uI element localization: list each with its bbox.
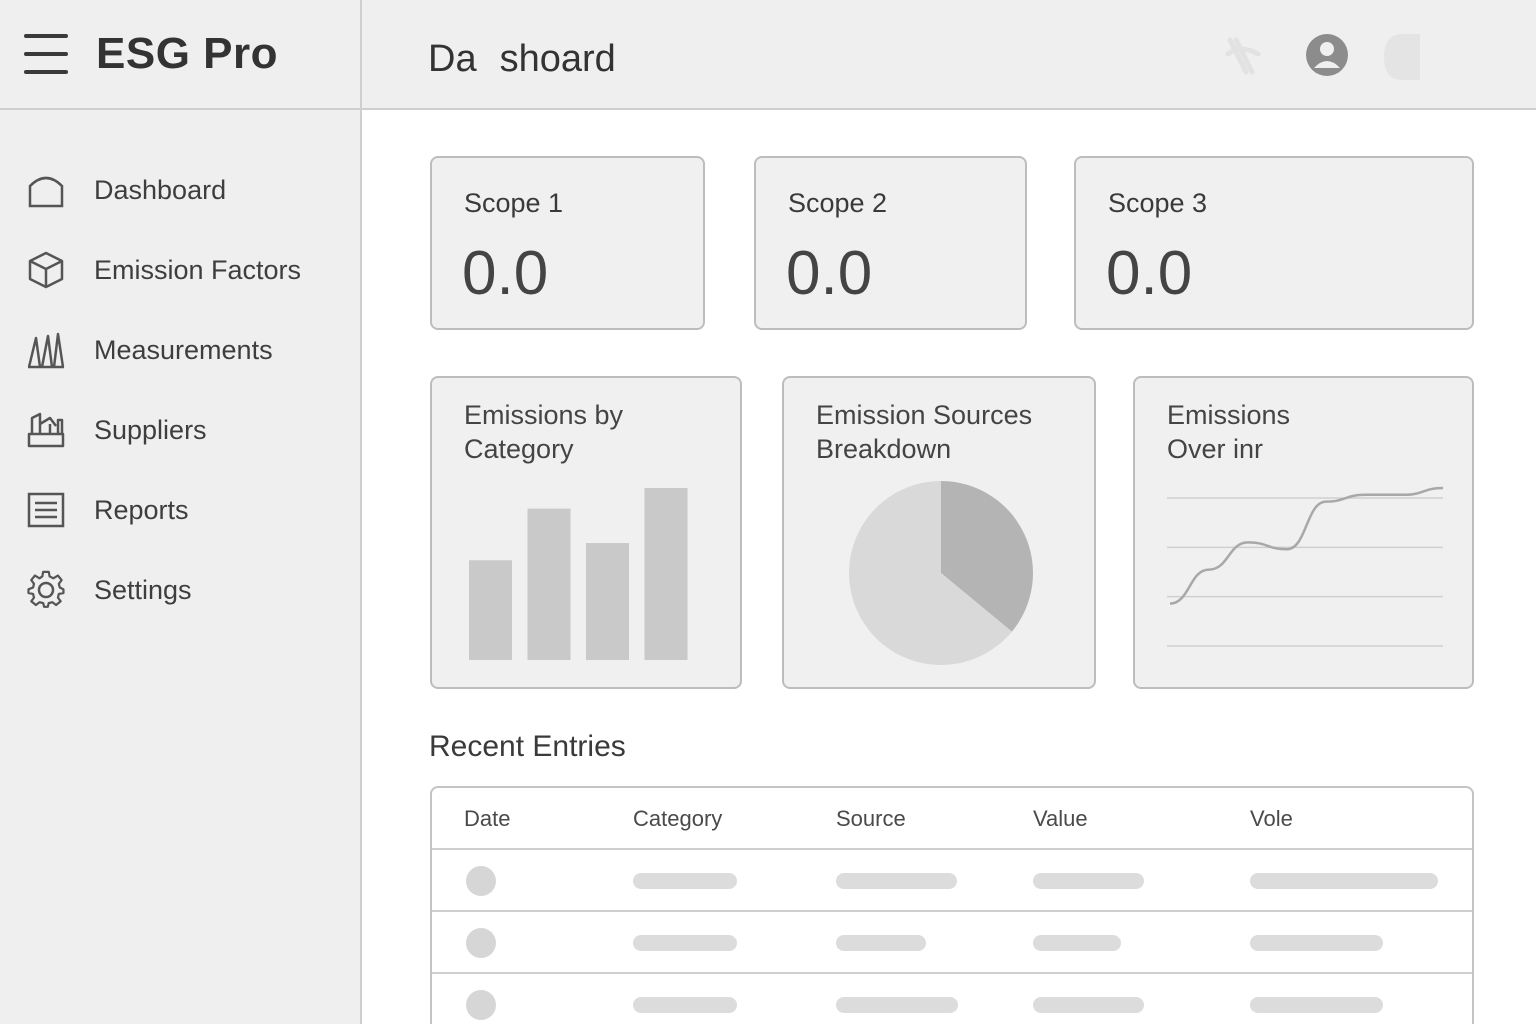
main-content: Scope 1 0.0 Scope 2 0.0 Scope 3 0.0 Emis…	[362, 110, 1536, 1024]
column-header-source[interactable]: Source	[836, 806, 906, 831]
bar-chart	[469, 488, 688, 660]
sidebar-item-label: Dashboard	[94, 174, 227, 205]
sidebar: ESG Pro Dashboard Emission Factors Measu…	[0, 0, 362, 1024]
factory-icon	[26, 410, 66, 450]
table-row[interactable]	[432, 974, 1472, 1024]
cube-icon	[26, 250, 66, 290]
placeholder-cell	[1033, 997, 1144, 1013]
placeholder-cell	[1033, 873, 1144, 889]
bar-measure-icon	[26, 330, 66, 370]
pie-slice	[941, 481, 1033, 632]
page-title: Dashoard	[428, 38, 616, 80]
bar-mark	[586, 543, 629, 660]
table-row[interactable]	[432, 850, 1472, 912]
sidebar-item-measurements[interactable]: Measurements	[0, 310, 360, 390]
sidebar-item-emission-factors[interactable]: Emission Factors	[0, 230, 360, 310]
gear-icon	[26, 570, 66, 610]
row-status-dot	[466, 928, 496, 958]
placeholder-cell	[836, 873, 957, 889]
column-header-date[interactable]: Date	[464, 806, 511, 831]
app-title: ESG Pro	[96, 29, 278, 78]
column-header-value[interactable]: Value	[1033, 806, 1088, 831]
chart-title: Emission Sources Breakdown	[816, 400, 1033, 464]
placeholder-cell	[836, 997, 958, 1013]
scope-value: 0.0	[1106, 239, 1193, 308]
scope-2-card: Scope 2 0.0	[754, 156, 1027, 330]
placeholder-cell	[633, 997, 737, 1013]
series-line	[1169, 486, 1444, 605]
sidebar-item-label: Suppliers	[94, 414, 207, 445]
report-icon	[26, 490, 66, 530]
sidebar-item-settings[interactable]: Settings	[0, 550, 360, 630]
top-bar: Dashoard	[362, 0, 1536, 110]
sync-icon[interactable]	[1220, 32, 1266, 78]
sidebar-item-reports[interactable]: Reports	[0, 470, 360, 550]
home-icon	[26, 170, 66, 210]
sidebar-item-label: Reports	[94, 494, 189, 525]
placeholder-cell	[836, 935, 926, 951]
scope-1-card: Scope 1 0.0	[430, 156, 705, 330]
scope-label: Scope 1	[464, 188, 564, 218]
bar-mark	[644, 488, 688, 660]
chart-title: Emissions Over inr	[1167, 400, 1291, 464]
table-header: Date Category Source Value Vole	[432, 788, 1472, 850]
scope-label: Scope 2	[788, 188, 888, 218]
sidebar-item-label: Measurements	[94, 334, 273, 365]
emissions-by-category-card: Emissions by Category	[430, 376, 742, 689]
row-status-dot	[466, 866, 496, 896]
placeholder-cell	[1250, 997, 1383, 1013]
brand-header: ESG Pro	[0, 0, 360, 110]
bar-mark	[469, 560, 512, 660]
scope-value: 0.0	[786, 239, 873, 308]
sidebar-item-label: Emission Factors	[94, 254, 302, 285]
scope-value: 0.0	[462, 239, 549, 308]
bar-mark	[527, 508, 571, 660]
placeholder-cell	[633, 935, 737, 951]
line-chart	[1167, 486, 1444, 647]
placeholder-cell	[1033, 935, 1121, 951]
placeholder-cell	[1250, 935, 1383, 951]
table-row[interactable]	[432, 912, 1472, 974]
placeholder-cell	[633, 873, 737, 889]
scope-3-card: Scope 3 0.0	[1074, 156, 1474, 330]
sidebar-item-suppliers[interactable]: Suppliers	[0, 390, 360, 470]
recent-entries-table: Date Category Source Value Vole	[430, 786, 1474, 1024]
emissions-over-time-card: Emissions Over inr	[1133, 376, 1474, 689]
column-header-category[interactable]: Category	[633, 806, 723, 831]
placeholder-cell	[1250, 873, 1438, 889]
emission-sources-card: Emission Sources Breakdown	[782, 376, 1096, 689]
scope-label: Scope 3	[1108, 188, 1208, 218]
row-status-dot	[466, 990, 496, 1020]
recent-entries-title: Recent Entries	[429, 730, 626, 763]
sidebar-nav: Dashboard Emission Factors Measurements …	[0, 110, 360, 630]
pie-slice	[849, 481, 1012, 665]
user-avatar-icon[interactable]	[1304, 32, 1350, 78]
theme-toggle-icon[interactable]	[1382, 32, 1422, 80]
chart-title: Emissions by Category	[464, 400, 624, 464]
pie-chart	[849, 481, 1033, 665]
sidebar-item-dashboard[interactable]: Dashboard	[0, 150, 360, 230]
sidebar-item-label: Settings	[94, 574, 192, 605]
hamburger-menu-icon[interactable]	[24, 32, 68, 76]
column-header-vole[interactable]: Vole	[1250, 806, 1293, 831]
